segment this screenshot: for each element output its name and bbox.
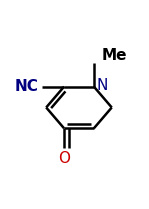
Text: Me: Me — [101, 48, 127, 63]
Text: N: N — [96, 78, 107, 93]
Text: O: O — [58, 151, 70, 166]
Text: NC: NC — [14, 79, 38, 94]
